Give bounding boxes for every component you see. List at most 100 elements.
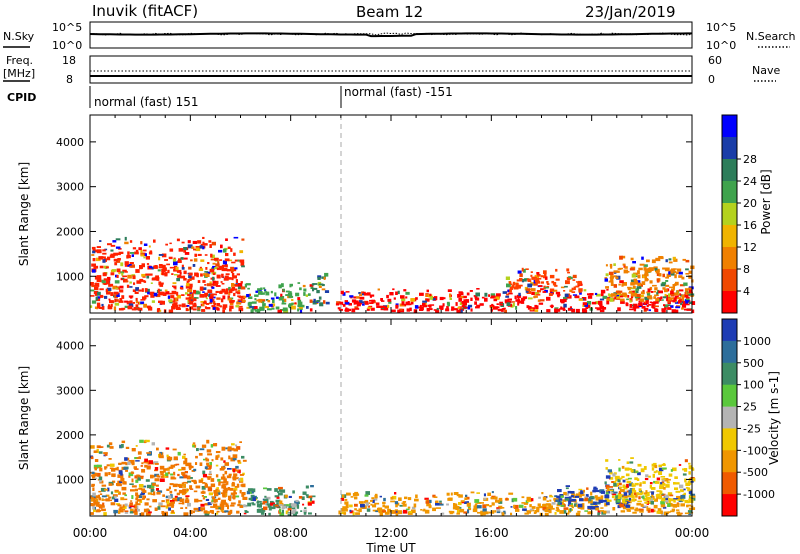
echo-cell	[407, 301, 410, 304]
colorbar-swatch	[722, 159, 737, 182]
echo-cell	[117, 504, 122, 507]
echo-cell	[303, 511, 307, 515]
echo-cell	[555, 308, 561, 312]
echo-cell	[152, 277, 156, 280]
echo-cell	[218, 481, 224, 484]
echo-cell	[548, 505, 553, 509]
echo-cell	[627, 287, 631, 291]
echo-cell	[462, 302, 467, 306]
echo-cell	[263, 287, 266, 290]
echo-cell	[192, 442, 196, 444]
echo-cell	[568, 496, 572, 499]
echo-cell	[680, 302, 683, 306]
echo-cell	[604, 481, 607, 485]
echo-cell	[399, 504, 403, 507]
echo-cell	[337, 307, 342, 310]
echo-cell	[544, 273, 547, 277]
echo-cell	[536, 290, 541, 293]
echo-cell	[584, 497, 589, 502]
echo-cell	[514, 295, 517, 300]
echo-cell	[193, 248, 196, 251]
echo-cell	[597, 512, 600, 516]
echo-cell	[470, 297, 473, 301]
echo-cell	[673, 258, 678, 262]
echo-cell	[154, 467, 159, 471]
echo-cell	[634, 509, 639, 512]
echo-cell	[439, 503, 444, 506]
echo-cell	[105, 498, 110, 502]
echo-cell	[110, 253, 116, 257]
echo-cell	[93, 464, 98, 469]
echo-cell	[101, 305, 105, 310]
echo-cell	[216, 274, 221, 279]
echo-cell	[428, 499, 432, 503]
echo-cell	[624, 467, 630, 471]
echo-cell	[609, 471, 613, 475]
echo-cell	[614, 475, 620, 479]
echo-cell	[605, 286, 609, 289]
echo-cell	[183, 481, 188, 484]
echo-cell	[571, 308, 576, 313]
echo-cell	[109, 446, 114, 449]
echo-cell	[177, 484, 181, 487]
echo-cell	[669, 502, 673, 506]
echo-cell	[105, 494, 110, 497]
echo-cell	[349, 510, 354, 514]
echo-cell	[617, 268, 622, 270]
echo-cell	[349, 509, 352, 512]
echo-cell	[672, 256, 676, 261]
echo-cell	[641, 306, 646, 309]
colorbar-tick-label: 20	[743, 197, 757, 210]
echo-cell	[344, 498, 348, 501]
echo-cell	[369, 299, 373, 302]
noise-right-label: N.Search	[746, 30, 796, 43]
echo-cell	[117, 258, 121, 261]
echo-cell	[137, 477, 141, 481]
echo-cell	[234, 259, 239, 262]
echo-cell	[506, 302, 511, 306]
echo-cell	[674, 300, 677, 303]
echo-cell	[109, 300, 114, 304]
echo-cell	[443, 297, 446, 300]
echo-cell	[221, 511, 227, 513]
echo-cell	[91, 263, 96, 267]
echo-cell	[212, 265, 216, 269]
echo-cell	[435, 503, 440, 506]
echo-cell	[661, 482, 666, 486]
echo-cell	[98, 478, 102, 483]
echo-cell	[644, 270, 649, 274]
echo-cell	[207, 486, 212, 488]
echo-cell	[397, 502, 400, 506]
echo-cell	[210, 258, 215, 261]
echo-cell	[169, 503, 175, 507]
echo-cell	[493, 496, 498, 500]
echo-cell	[342, 292, 346, 296]
echo-cell	[625, 504, 630, 508]
echo-cell	[227, 277, 232, 280]
echo-cell	[247, 302, 252, 306]
echo-cell	[678, 298, 683, 302]
echo-cell	[594, 495, 598, 499]
echo-cell	[352, 511, 355, 516]
echo-cell	[282, 307, 288, 312]
echo-cell	[553, 289, 558, 292]
echo-cell	[159, 465, 165, 470]
echo-cell	[636, 478, 640, 481]
echo-cell	[662, 296, 667, 299]
echo-cell	[531, 506, 536, 509]
echo-cell	[139, 265, 143, 269]
echo-cell	[537, 277, 542, 280]
echo-cell	[622, 479, 626, 483]
echo-cell	[496, 510, 501, 514]
echo-cell	[136, 474, 141, 477]
echo-cell	[555, 291, 561, 295]
echo-cell	[600, 495, 604, 498]
echo-cell	[122, 492, 126, 495]
echo-cell	[199, 462, 203, 466]
echo-cell	[557, 501, 561, 506]
echo-cell	[518, 504, 524, 508]
echo-cell	[526, 305, 530, 309]
echo-cell	[263, 487, 268, 490]
echo-cell	[555, 268, 558, 272]
